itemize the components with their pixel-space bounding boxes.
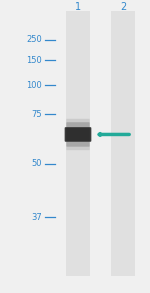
Bar	[111, 11, 135, 275]
Text: 1: 1	[75, 2, 81, 12]
Text: 50: 50	[32, 159, 42, 168]
Text: 37: 37	[31, 213, 42, 222]
Text: 2: 2	[120, 2, 126, 12]
FancyBboxPatch shape	[66, 119, 90, 150]
FancyBboxPatch shape	[65, 127, 91, 142]
Text: 250: 250	[26, 35, 42, 45]
Bar	[66, 11, 90, 275]
Text: 75: 75	[31, 110, 42, 119]
FancyBboxPatch shape	[66, 122, 90, 147]
Text: 150: 150	[26, 56, 42, 65]
Text: 100: 100	[26, 81, 42, 89]
